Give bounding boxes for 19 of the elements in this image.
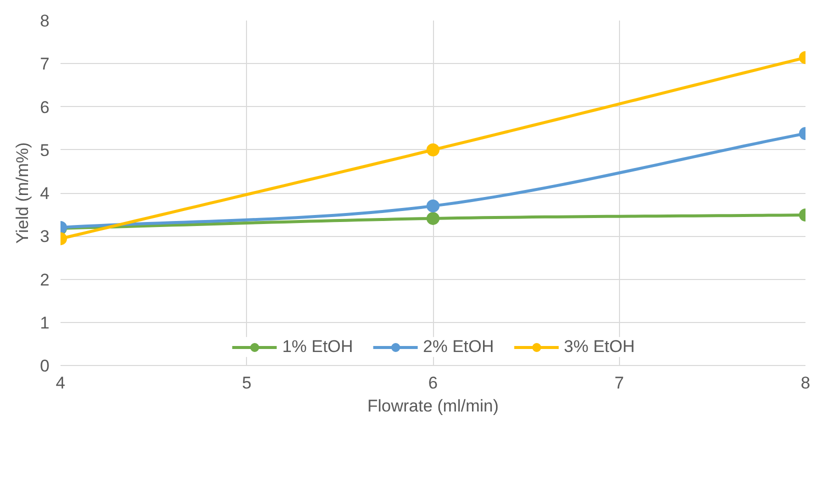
legend-label: 2% EtOH: [423, 337, 494, 357]
y-tick-label: 2: [40, 270, 50, 290]
y-tick-label: 3: [40, 227, 50, 246]
y-axis-title: Yield (m/m%): [13, 142, 32, 244]
x-axis-title: Flowrate (ml/min): [367, 396, 499, 416]
x-tick-label: 7: [614, 374, 624, 392]
y-tick-label: 8: [40, 12, 50, 30]
x-tick-label: 5: [242, 374, 252, 392]
y-tick-label: 5: [40, 140, 50, 160]
y-tick-label: 1: [40, 313, 50, 332]
legend-label: 3% EtOH: [564, 337, 635, 357]
x-tick-label: 6: [428, 374, 438, 392]
legend-label: 1% EtOH: [282, 337, 354, 357]
x-tick-label: 8: [800, 374, 810, 392]
x-tick-label: 4: [56, 374, 66, 392]
y-tick-label: 0: [40, 356, 50, 376]
y-tick-label: 6: [40, 98, 50, 117]
y-tick-label: 7: [40, 54, 50, 74]
y-tick-label: 4: [40, 184, 50, 203]
